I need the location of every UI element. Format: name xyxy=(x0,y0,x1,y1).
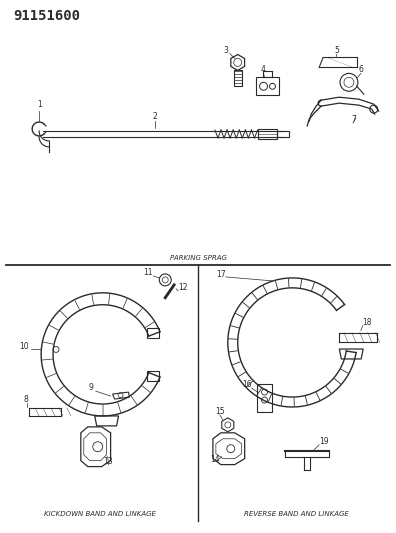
Text: 11: 11 xyxy=(143,268,153,277)
Bar xyxy=(257,129,278,139)
Text: 4: 4 xyxy=(261,66,265,75)
Text: 16: 16 xyxy=(243,380,252,389)
Text: 17: 17 xyxy=(216,270,225,279)
Text: 19: 19 xyxy=(319,437,329,446)
Text: KICKDOWN BAND AND LINKAGE: KICKDOWN BAND AND LINKAGE xyxy=(44,511,156,517)
Text: 7: 7 xyxy=(351,115,356,124)
Text: 9: 9 xyxy=(89,383,93,392)
Text: 3: 3 xyxy=(224,45,229,54)
Text: 91151600: 91151600 xyxy=(13,9,80,23)
Text: 18: 18 xyxy=(362,318,371,327)
Text: 2: 2 xyxy=(153,112,158,121)
Text: 5: 5 xyxy=(334,45,339,54)
Text: 8: 8 xyxy=(23,395,28,404)
Text: PARKING SPRAG: PARKING SPRAG xyxy=(169,255,227,261)
Text: REVERSE BAND AND LINKAGE: REVERSE BAND AND LINKAGE xyxy=(244,511,349,517)
Bar xyxy=(234,70,242,86)
Text: 13: 13 xyxy=(104,457,113,466)
Text: 15: 15 xyxy=(215,407,225,416)
Text: 10: 10 xyxy=(19,342,29,351)
Bar xyxy=(255,77,280,95)
Bar xyxy=(278,131,289,137)
Text: 12: 12 xyxy=(178,283,188,292)
Text: 14: 14 xyxy=(210,455,219,464)
Text: 6: 6 xyxy=(359,66,364,75)
Text: 1: 1 xyxy=(37,100,42,109)
